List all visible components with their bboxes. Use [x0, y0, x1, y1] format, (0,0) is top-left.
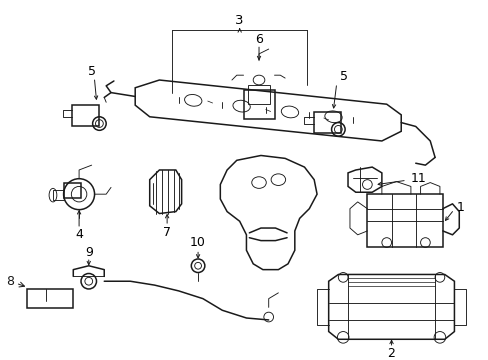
Text: 4: 4 [75, 228, 83, 241]
Text: 9: 9 [84, 246, 93, 259]
Bar [63, 183, 81, 198]
Bar [313, 112, 341, 133]
Bar [27, 289, 73, 308]
Text: 11: 11 [410, 172, 426, 185]
Text: 10: 10 [190, 236, 205, 249]
Bar [248, 85, 269, 104]
Text: 5: 5 [87, 65, 96, 78]
Text: 1: 1 [455, 201, 463, 214]
Bar [366, 194, 442, 247]
Bar [72, 105, 99, 126]
Text: 8: 8 [6, 275, 24, 288]
Text: 7: 7 [163, 226, 171, 239]
Text: 6: 6 [255, 33, 263, 46]
Text: 2: 2 [387, 347, 395, 360]
Bar [243, 90, 274, 119]
Text: 3: 3 [235, 14, 244, 27]
Text: 5: 5 [340, 69, 347, 83]
